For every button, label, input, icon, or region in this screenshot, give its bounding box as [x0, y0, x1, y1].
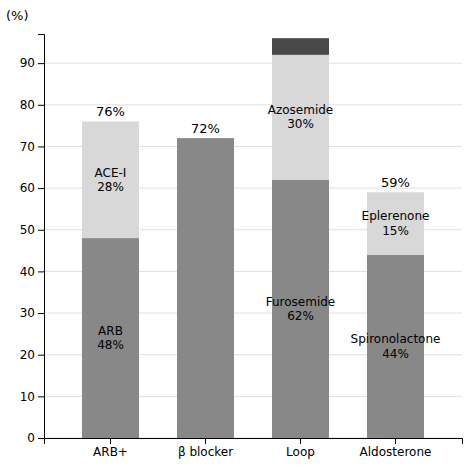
data-label-line: Furosemide [266, 294, 336, 308]
y-tick-mark [38, 438, 44, 439]
x-tick-label: ARB+ [93, 445, 128, 459]
y-tick: 60 [20, 181, 44, 195]
y-tick-label: 80 [20, 98, 35, 112]
y-tick-mark [38, 396, 44, 397]
y-axis: 0 10 20 30 40 50 60 70 80 90 [20, 35, 45, 446]
x-tick-label: β blocker [178, 445, 233, 459]
y-tick: 30 [20, 306, 44, 320]
y-tick: 70 [20, 140, 44, 154]
bar-segment [82, 238, 139, 438]
x-tick: β blocker [178, 438, 233, 459]
data-label-line: 48% [97, 338, 124, 352]
data-label-line: 44% [382, 346, 409, 360]
x-tick-mark [205, 438, 206, 444]
x-tick-mark [395, 438, 396, 444]
y-tick-label: 40 [20, 265, 35, 279]
chart-container: ARB48% Furosemide62% Spironolactone44% ACE-… [0, 0, 474, 474]
y-tick-label: 30 [20, 306, 35, 320]
y-tick-mark [38, 271, 44, 272]
data-label-line: Eplerenone [362, 209, 430, 223]
x-tick-label: Loop [286, 445, 315, 459]
y-axis-title: (%) [6, 8, 29, 23]
data-label-line: 15% [382, 223, 409, 237]
grid-line [44, 63, 462, 64]
y-tick: 10 [20, 390, 44, 404]
data-labels: ARB48% Furosemide62% Spironolactone44% ACE-… [95, 103, 441, 360]
y-tick-mark [38, 105, 44, 106]
y-tick-label: 60 [20, 181, 35, 195]
bar-segment [367, 192, 424, 254]
y-tick-mark [38, 230, 44, 231]
bar-segment [367, 255, 424, 438]
series [82, 55, 424, 255]
y-tick-mark [38, 355, 44, 356]
y-tick-label: 50 [20, 223, 35, 237]
x-tick-mark [110, 438, 111, 444]
data-label: Eplerenone15% [362, 209, 430, 237]
y-tick-mark [38, 313, 44, 314]
y-tick-mark [38, 63, 44, 64]
y-tick: 0 [27, 431, 44, 445]
y-tick-label: 0 [27, 431, 35, 445]
data-label-line: Azosemide [268, 103, 334, 117]
total-label: 59% [381, 175, 410, 190]
data-label-line: Spironolactone [351, 332, 441, 346]
y-axis-line [38, 35, 45, 439]
y-tick-mark [38, 146, 44, 147]
x-tick: Aldosterone [360, 438, 432, 459]
bars [82, 38, 424, 438]
y-tick-mark [38, 188, 44, 189]
y-tick: 40 [20, 265, 44, 279]
data-label-line: ACE-I [95, 165, 127, 179]
x-tick: Loop [286, 438, 315, 459]
y-tick-label: 70 [20, 140, 35, 154]
grid [44, 63, 462, 438]
x-axis: ARB+ β blocker Loop Aldosterone [45, 438, 463, 459]
bar-segment [272, 38, 329, 55]
y-tick-label: 10 [20, 390, 35, 404]
bar-segment [272, 180, 329, 438]
x-tick-label: Aldosterone [360, 445, 432, 459]
data-label: ACE-I28% [95, 165, 127, 193]
data-label: Furosemide62% [266, 294, 336, 322]
bar-segment [272, 55, 329, 180]
data-label: Azosemide30% [268, 103, 334, 131]
data-label-line: ARB [98, 323, 123, 337]
x-tick: ARB+ [93, 438, 128, 459]
chart: ARB48% Furosemide62% Spironolactone44% ACE-… [0, 0, 474, 474]
y-tick: 50 [20, 223, 44, 237]
total-label: 76% [96, 104, 125, 119]
y-tick: 80 [20, 98, 44, 112]
data-label-line: 30% [287, 117, 314, 131]
y-tick: 20 [20, 348, 44, 362]
data-label: ARB48% [97, 323, 124, 351]
y-tick-label: 90 [20, 56, 35, 70]
x-tick-mark [300, 438, 301, 444]
data-label-line: 62% [287, 309, 314, 323]
bar-segment [177, 138, 234, 438]
bar-segment [82, 121, 139, 238]
total-label: 72% [191, 121, 220, 136]
data-label: Spironolactone44% [351, 332, 441, 360]
y-tick-label: 20 [20, 348, 35, 362]
y-tick: 90 [20, 56, 44, 70]
data-label-line: 28% [97, 179, 124, 193]
series [272, 38, 329, 55]
x-axis-line [45, 439, 463, 445]
